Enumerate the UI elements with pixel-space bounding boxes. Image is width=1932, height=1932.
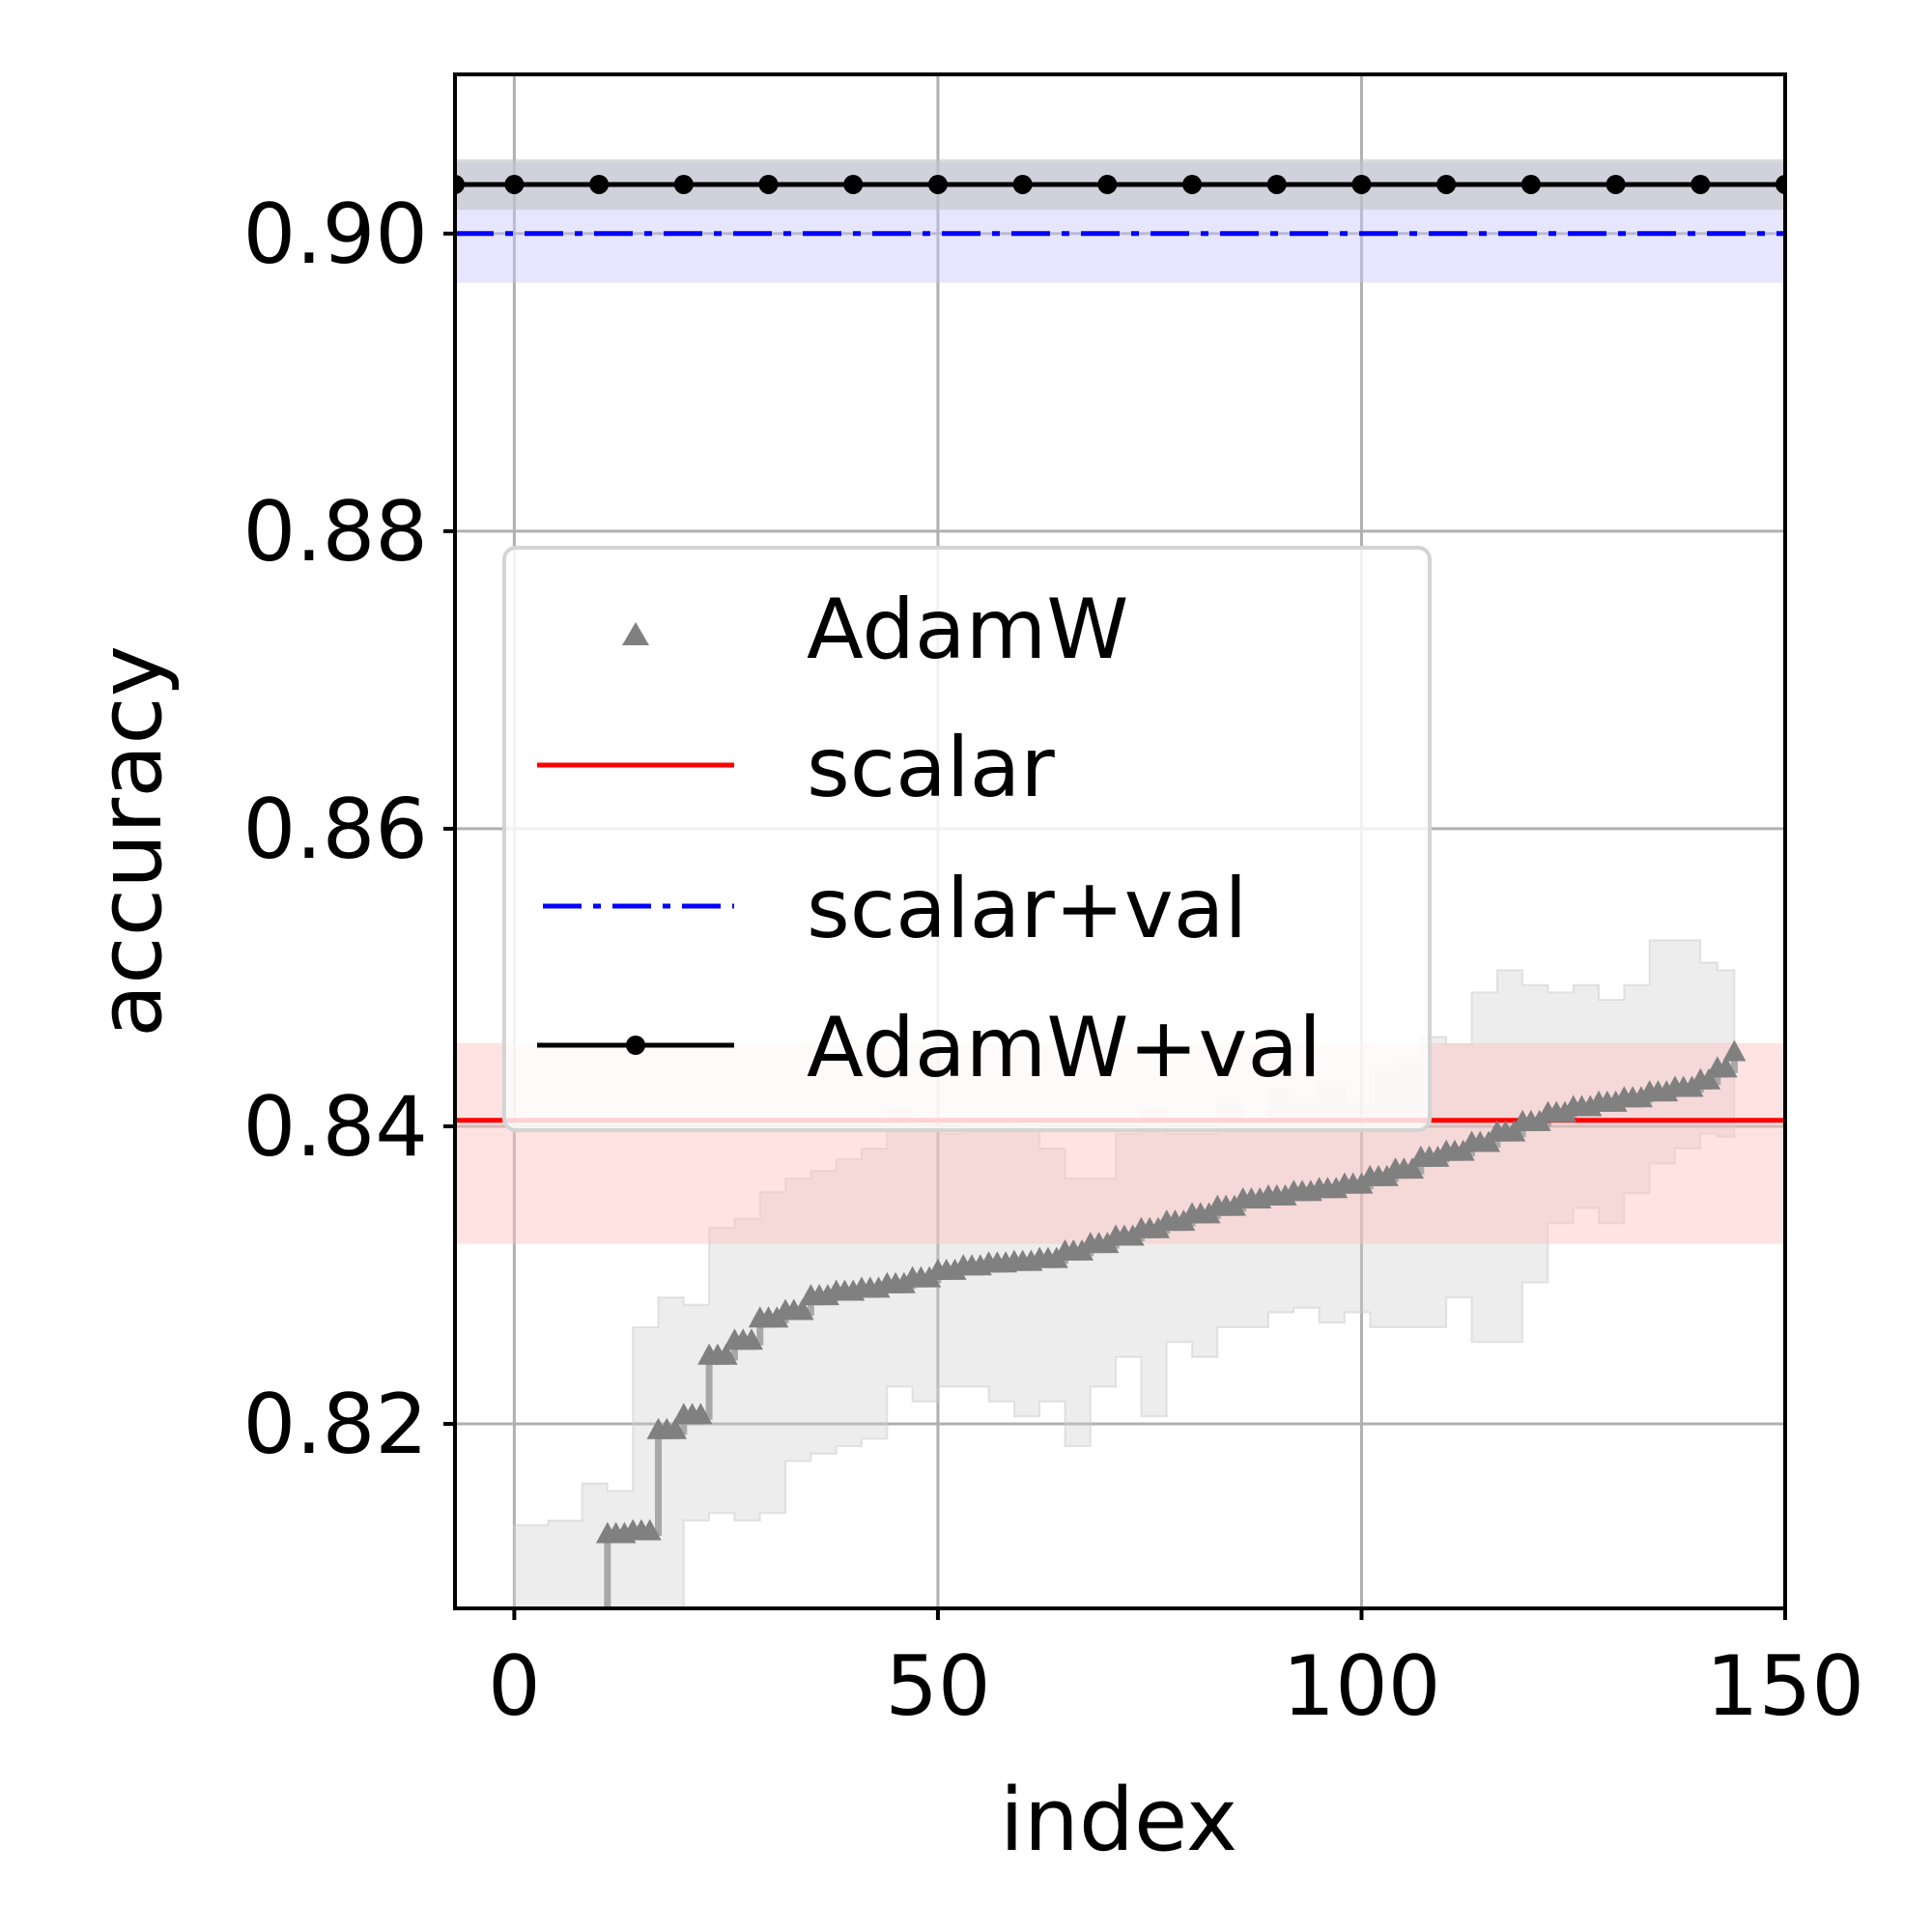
adamw-point	[714, 1343, 738, 1365]
y-axis-label: accuracy	[80, 645, 182, 1037]
x-tick-label: 150	[1706, 1638, 1864, 1735]
x-tick-label: 0	[488, 1638, 541, 1735]
adamw-point	[638, 1519, 662, 1541]
adamw-val-point	[758, 174, 779, 194]
adamw-val-point	[455, 174, 465, 194]
adamw-point	[587, 1611, 611, 1633]
adamw-point	[562, 1616, 585, 1637]
y-tick-label: 0.88	[243, 484, 428, 581]
adamw-val-point	[1605, 174, 1626, 194]
adamw-val-point	[1520, 174, 1541, 194]
legend-label-scalar: scalar	[807, 720, 1055, 816]
adamw-point	[502, 1619, 526, 1640]
series-markers	[455, 174, 1785, 1640]
adamw-val-point	[1012, 174, 1033, 194]
adamw-point	[554, 1616, 577, 1637]
adamw-val-point	[1097, 174, 1118, 194]
x-tick-label: 100	[1282, 1638, 1440, 1735]
adamw-point	[571, 1611, 594, 1633]
legend-entry-scalar: scalar	[537, 720, 1055, 816]
adamw-point	[536, 1616, 559, 1637]
adamw-val-point	[843, 174, 864, 194]
adamw-val-point	[1690, 174, 1711, 194]
adamw-point	[528, 1619, 552, 1640]
y-tick-label: 0.82	[243, 1377, 428, 1473]
legend-marker-dot-icon	[626, 1036, 645, 1055]
adamw-point	[520, 1619, 543, 1640]
y-axis: 0.82 0.84 0.86 0.88 0.90	[243, 186, 455, 1473]
legend: AdamW scalar scalar+val AdamW+val	[502, 546, 1432, 1132]
adamw-val-point	[1436, 174, 1457, 194]
legend-entry-scalar-val: scalar+val	[543, 861, 1247, 957]
adamw-point	[790, 1298, 814, 1321]
adamw-point	[1714, 1056, 1738, 1078]
x-tick-label: 50	[885, 1638, 990, 1735]
adamw-point	[545, 1616, 568, 1637]
y-tick-label: 0.90	[243, 186, 428, 283]
adamw-val-point	[589, 174, 610, 194]
adamw-val-point	[1351, 174, 1372, 194]
adamw-point	[1401, 1157, 1425, 1179]
adamw-point	[1697, 1067, 1721, 1090]
plot-frame	[453, 72, 1787, 1610]
y-tick-label: 0.86	[243, 781, 428, 878]
adamw-val-point	[504, 174, 525, 194]
adamw-point	[511, 1619, 534, 1640]
legend-entry-adamw-val: AdamW+val	[537, 1000, 1321, 1096]
x-axis: 0 50 100 150	[488, 1608, 1864, 1735]
adamw-val-point	[1182, 174, 1203, 194]
adamw-point	[739, 1328, 763, 1350]
legend-label-adamw: AdamW	[807, 582, 1128, 678]
adamw-point	[689, 1403, 713, 1425]
adamw-val-point	[927, 174, 948, 194]
adamw-val-point	[1776, 174, 1785, 194]
adamw-point	[579, 1611, 602, 1633]
adamw-point	[664, 1417, 688, 1439]
y-tick-label: 0.84	[243, 1079, 428, 1176]
legend-marker-triangle-icon	[622, 622, 649, 645]
legend-label-scalar-val: scalar+val	[807, 861, 1247, 957]
legend-box	[502, 546, 1432, 1132]
legend-entry-adamw: AdamW	[622, 582, 1128, 678]
adamw-val-point	[1266, 174, 1287, 194]
adamw-val-point	[673, 174, 694, 194]
legend-label-adamw-val: AdamW+val	[807, 1000, 1321, 1096]
x-axis-label: index	[1000, 1770, 1237, 1871]
adamw-point	[1722, 1039, 1747, 1062]
